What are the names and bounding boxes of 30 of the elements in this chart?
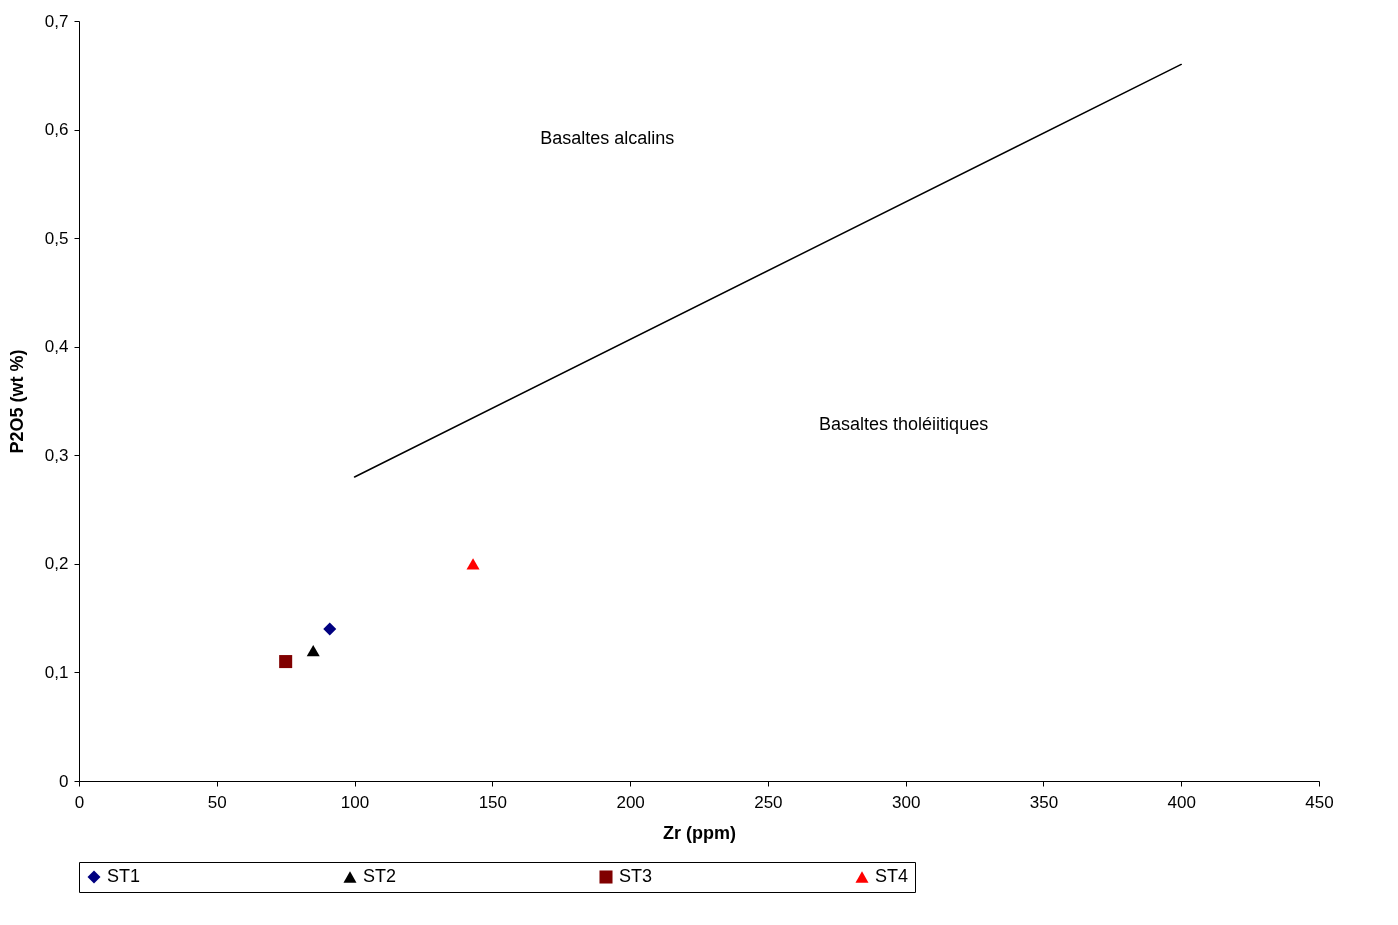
annotation: Basaltes tholéiitiques <box>819 413 989 434</box>
y-tick-label: 0,4 <box>44 337 69 357</box>
y-tick-label: 0,5 <box>44 228 69 248</box>
x-tick-label: 100 <box>340 792 370 812</box>
point <box>306 645 320 657</box>
x-axis-title: Zr (ppm) <box>663 822 736 843</box>
x-tick-label: 200 <box>616 792 645 812</box>
y-tick-label: 0 <box>59 771 69 791</box>
x-tick-label: 450 <box>1305 792 1334 812</box>
y-tick-label: 0,7 <box>44 11 69 31</box>
x-tick-label: 0 <box>74 792 85 812</box>
annotation: Basaltes alcalins <box>540 127 675 148</box>
legend-label: ST4 <box>875 866 909 886</box>
legend-label: ST3 <box>619 866 653 886</box>
x-tick-label: 50 <box>207 792 227 812</box>
point <box>323 622 337 636</box>
x-tick-label: 400 <box>1167 792 1196 812</box>
legend-label: ST2 <box>363 866 397 886</box>
point <box>466 558 480 570</box>
y-tick-label: 0,3 <box>44 445 69 465</box>
y-tick-label: 0,2 <box>44 554 69 574</box>
x-tick-label: 250 <box>754 792 783 812</box>
y-tick-label: 0,6 <box>44 120 69 140</box>
y-axis-title: P2O5 (wt %) <box>6 349 27 454</box>
x-tick-label: 150 <box>478 792 508 812</box>
legend-label: ST1 <box>107 866 141 886</box>
x-tick-label: 300 <box>891 792 921 812</box>
x-tick-label: 350 <box>1029 792 1059 812</box>
point <box>279 655 293 669</box>
y-tick-label: 0,1 <box>44 662 69 682</box>
